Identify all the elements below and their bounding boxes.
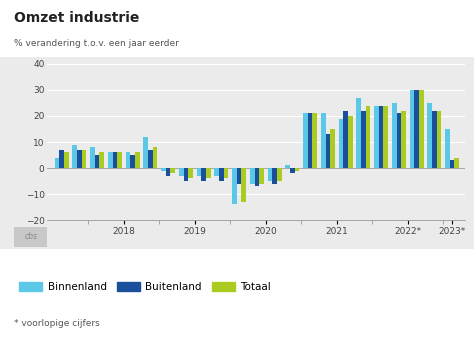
Bar xyxy=(161,168,166,171)
Bar xyxy=(95,155,100,168)
Bar xyxy=(237,168,241,184)
Bar xyxy=(241,168,246,202)
Bar xyxy=(432,111,437,168)
Bar xyxy=(374,105,379,168)
Bar xyxy=(392,103,397,168)
Bar xyxy=(450,160,455,168)
Bar xyxy=(148,150,153,168)
Bar xyxy=(153,147,157,168)
Bar xyxy=(59,150,64,168)
Bar xyxy=(108,152,112,168)
Bar xyxy=(250,168,255,184)
Bar xyxy=(197,168,201,176)
Bar xyxy=(401,111,406,168)
Bar xyxy=(326,134,330,168)
Bar xyxy=(295,168,299,171)
Bar xyxy=(361,111,365,168)
Bar xyxy=(112,152,117,168)
Bar xyxy=(214,168,219,176)
Text: % verandering t.o.v. een jaar eerder: % verandering t.o.v. een jaar eerder xyxy=(14,39,179,48)
Bar xyxy=(455,158,459,168)
Bar xyxy=(82,150,86,168)
Bar xyxy=(272,168,277,184)
Bar xyxy=(437,111,441,168)
Text: * voorlopige cijfers: * voorlopige cijfers xyxy=(14,320,100,328)
Bar xyxy=(117,152,122,168)
Bar xyxy=(414,90,419,168)
Bar xyxy=(277,168,282,181)
Bar xyxy=(410,90,414,168)
Bar xyxy=(339,119,343,168)
Bar xyxy=(321,113,326,168)
Bar xyxy=(303,113,308,168)
Bar xyxy=(224,168,228,179)
Text: cbs: cbs xyxy=(24,233,37,241)
Bar xyxy=(183,168,188,181)
Bar xyxy=(55,158,59,168)
Bar xyxy=(90,147,95,168)
Bar xyxy=(445,129,450,168)
Bar xyxy=(100,152,104,168)
Legend: Binnenland, Buitenland, Totaal: Binnenland, Buitenland, Totaal xyxy=(19,282,271,292)
Bar xyxy=(428,103,432,168)
Bar xyxy=(171,168,175,173)
Bar xyxy=(259,168,264,184)
Bar xyxy=(348,116,353,168)
Bar xyxy=(232,168,237,204)
Bar xyxy=(268,168,272,181)
Bar xyxy=(383,105,388,168)
Text: Omzet industrie: Omzet industrie xyxy=(14,11,140,24)
Bar xyxy=(73,144,77,168)
Bar xyxy=(356,98,361,168)
Bar xyxy=(135,152,139,168)
Bar xyxy=(201,168,206,181)
Bar xyxy=(130,155,135,168)
Bar xyxy=(144,137,148,168)
Bar xyxy=(77,150,82,168)
Bar xyxy=(285,165,290,168)
Bar xyxy=(64,152,69,168)
Bar xyxy=(206,168,210,179)
Bar xyxy=(312,113,317,168)
Bar xyxy=(330,129,335,168)
Bar xyxy=(166,168,171,176)
Bar xyxy=(179,168,183,176)
Bar xyxy=(255,168,259,186)
Bar xyxy=(290,168,295,173)
Bar xyxy=(397,113,401,168)
Bar xyxy=(219,168,224,181)
Bar xyxy=(379,105,383,168)
Bar xyxy=(365,105,370,168)
Bar xyxy=(308,113,312,168)
Bar xyxy=(188,168,193,179)
Bar xyxy=(419,90,423,168)
Bar xyxy=(343,111,348,168)
Bar xyxy=(126,152,130,168)
